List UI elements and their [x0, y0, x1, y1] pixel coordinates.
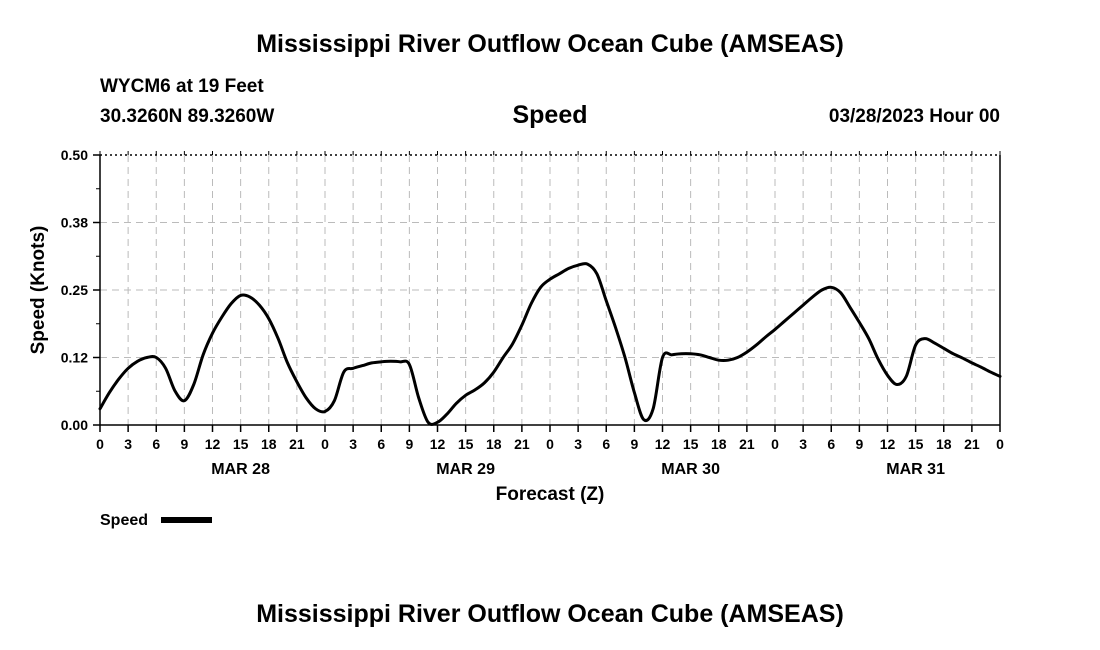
station-label: WYCM6 at 19 Feet — [100, 76, 264, 97]
x-tick-label: 0 — [96, 436, 104, 452]
x-tick-label: 6 — [377, 436, 385, 452]
x-tick-label: 9 — [180, 436, 188, 452]
x-tick-label: 15 — [683, 436, 699, 452]
x-tick-label: 3 — [574, 436, 582, 452]
x-tick-label: 21 — [289, 436, 305, 452]
y-axis-label: Speed (Knots) — [28, 226, 49, 355]
x-tick-label: 3 — [799, 436, 807, 452]
x-tick-label: 15 — [908, 436, 924, 452]
x-tick-label: 6 — [602, 436, 610, 452]
x-tick-label: 15 — [458, 436, 474, 452]
grid-lines — [100, 154, 1000, 425]
variable-label: Speed — [512, 101, 588, 129]
x-tick-label: 18 — [261, 436, 277, 452]
x-tick-label: 21 — [739, 436, 755, 452]
coordinates-label: 30.3260N 89.3260W — [100, 106, 275, 127]
x-tick-label: 12 — [205, 436, 221, 452]
x-tick-label: 18 — [486, 436, 502, 452]
axes: 0.00 0.12 0.25 0.38 0.50 0 3 6 9 12 15 18 21 0 3 6 9 12 15… — [61, 147, 1004, 478]
x-tick-label: 3 — [124, 436, 132, 452]
x-tick-label: 9 — [405, 436, 413, 452]
day-label: MAR 28 — [211, 461, 270, 478]
series-line-speed — [98, 262, 1002, 426]
day-label: MAR 29 — [436, 461, 495, 478]
y-tick-label: 0.00 — [61, 417, 88, 433]
x-tick-label: 18 — [711, 436, 727, 452]
datetime-label: 03/28/2023 Hour 00 — [828, 106, 1000, 127]
day-label: MAR 31 — [886, 461, 945, 478]
x-tick-label: 15 — [233, 436, 249, 452]
x-tick-label: 21 — [514, 436, 530, 452]
legend: Speed — [100, 512, 212, 529]
x-tick-label: 18 — [936, 436, 952, 452]
series-layer — [98, 262, 1002, 426]
x-tick-label: 9 — [855, 436, 863, 452]
x-tick-label: 0 — [546, 436, 554, 452]
x-tick-label: 9 — [630, 436, 638, 452]
x-tick-label: 6 — [827, 436, 835, 452]
y-tick-label: 0.25 — [61, 282, 88, 298]
legend-label: Speed — [100, 512, 148, 529]
x-tick-label: 0 — [771, 436, 779, 452]
chart-title: Mississippi River Outflow Ocean Cube (AM… — [256, 30, 844, 58]
y-tick-label: 0.38 — [61, 215, 88, 231]
x-tick-label: 12 — [430, 436, 446, 452]
y-tick-label: 0.50 — [61, 147, 88, 163]
x-tick-label: 21 — [964, 436, 980, 452]
x-tick-label: 12 — [880, 436, 896, 452]
x-tick-label: 0 — [321, 436, 329, 452]
x-tick-label: 3 — [349, 436, 357, 452]
x-tick-label: 0 — [996, 436, 1004, 452]
x-axis-label: Forecast (Z) — [496, 484, 605, 505]
x-tick-label: 12 — [655, 436, 671, 452]
day-label: MAR 30 — [661, 461, 720, 478]
x-tick-label: 6 — [152, 436, 160, 452]
y-tick-label: 0.12 — [61, 350, 88, 366]
footer-title: Mississippi River Outflow Ocean Cube (AM… — [256, 600, 844, 628]
